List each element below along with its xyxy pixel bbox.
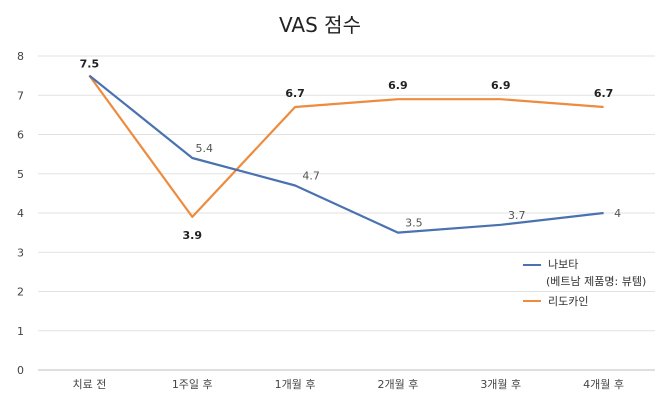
x-tick-label: 2개월 후: [377, 378, 418, 391]
data-label-nabota: 4: [614, 207, 621, 220]
data-label-lidocaine: 6.9: [491, 79, 511, 92]
x-axis-ticks: 치료 전 1주일 후 1개월 후 2개월 후 3개월 후 4개월 후: [72, 377, 624, 391]
legend-label-lidocaine: 리도카인: [548, 295, 588, 308]
series-lines: [88, 74, 604, 234]
legend-label-nabota-sub: (베트남 제품명: 뷰템): [546, 275, 646, 288]
data-label-lidocaine: 6.9: [388, 79, 408, 92]
y-axis-ticks: 0 1 2 3 4 5 6 7 8: [17, 50, 24, 377]
legend: 나보타 (베트남 제품명: 뷰템) 리도카인: [523, 258, 646, 308]
data-label-nabota: 3.7: [508, 209, 526, 222]
x-tick-label: 3개월 후: [480, 378, 521, 391]
data-label-nabota: 4.7: [302, 170, 320, 183]
x-tick-label: 치료 전: [72, 378, 106, 391]
data-label-nabota: 5.4: [196, 142, 214, 155]
y-tick-label: 5: [17, 168, 24, 181]
y-tick-label: 3: [17, 246, 24, 259]
data-label-lidocaine: 7.5: [80, 58, 100, 71]
data-label-nabota: 3.5: [405, 217, 423, 230]
y-tick-label: 6: [17, 129, 24, 142]
data-label-lidocaine: 6.7: [594, 87, 614, 100]
y-tick-label: 4: [17, 207, 24, 220]
x-tick-label: 1주일 후: [172, 377, 213, 391]
series-line-lidocaine: [88, 74, 604, 218]
y-tick-label: 2: [17, 286, 24, 299]
legend-label-nabota: 나보타: [548, 258, 578, 271]
data-label-lidocaine: 3.9: [183, 229, 203, 242]
y-tick-label: 8: [17, 50, 24, 63]
series-line-nabota: [88, 74, 604, 234]
x-tick-label: 4개월 후: [583, 378, 624, 391]
y-tick-label: 7: [17, 89, 24, 102]
grid-lines: [38, 55, 655, 371]
data-labels: 7.5 3.9 6.7 6.9 6.9 6.7 5.4 4.7 3.5 3.7 4: [80, 58, 621, 242]
y-tick-label: 0: [17, 364, 24, 377]
x-tick-label: 1개월 후: [275, 378, 316, 391]
data-label-lidocaine: 6.7: [285, 87, 305, 100]
chart-title: VAS 점수: [279, 13, 361, 37]
y-tick-label: 1: [17, 325, 24, 338]
